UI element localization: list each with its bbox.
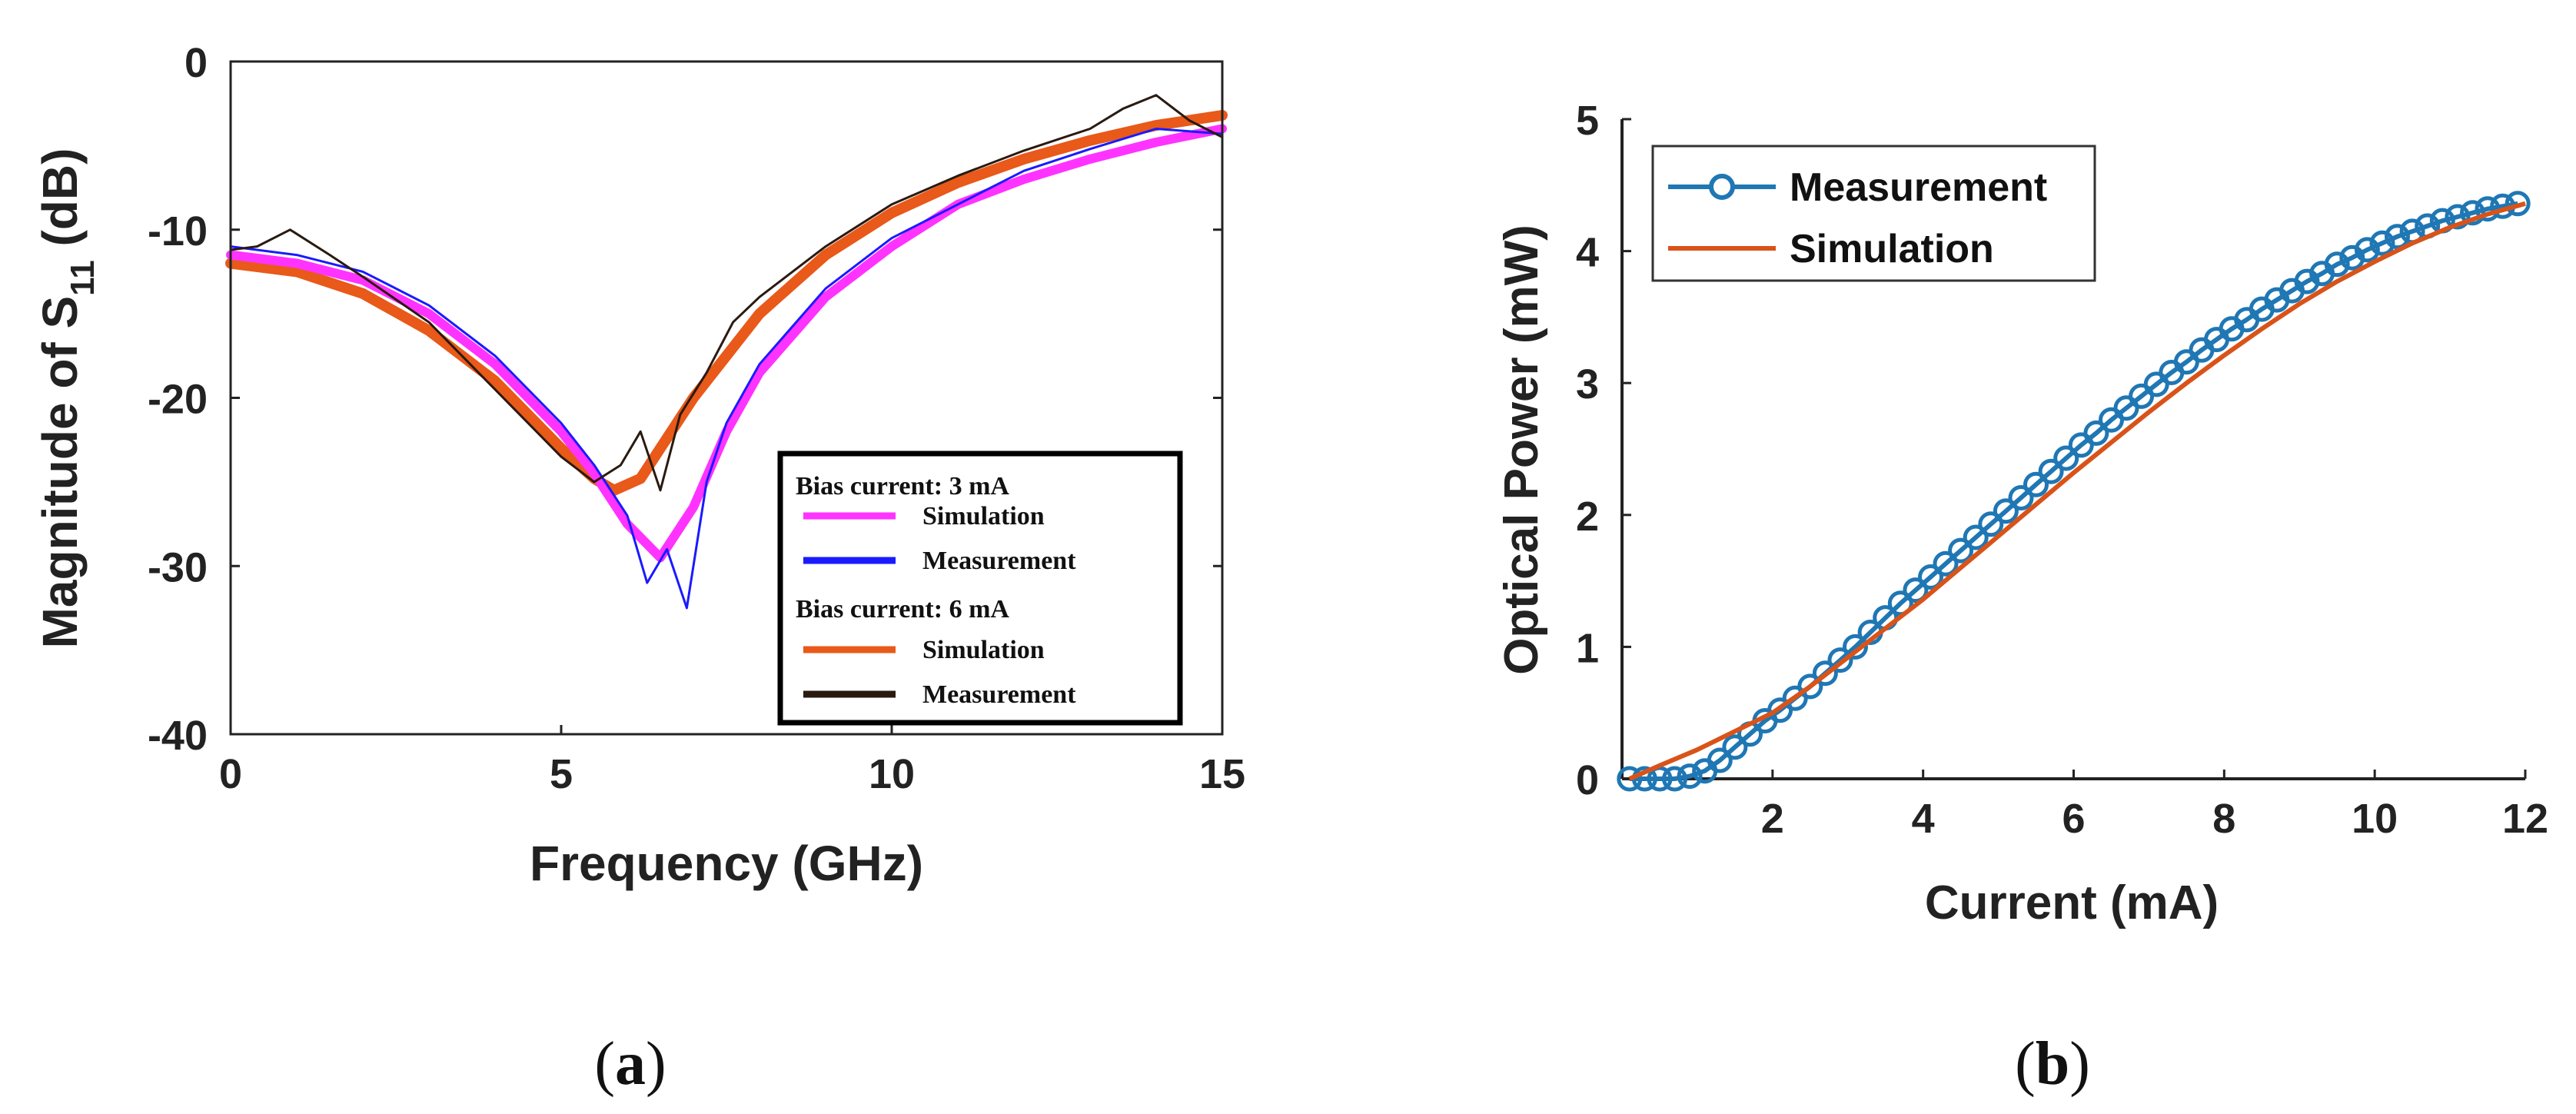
panel-b-measurement-point bbox=[1722, 734, 1748, 760]
panel-b-measurement-point bbox=[2008, 485, 2034, 510]
panel-a-ytick-label: -10 bbox=[148, 208, 208, 254]
panel-b-xtick-label: 10 bbox=[2352, 796, 2398, 842]
panel-b-measurement-point bbox=[1948, 537, 1974, 564]
panel-b-caption-letter: b bbox=[2036, 1030, 2070, 1098]
panel-b-measurement-point bbox=[1933, 550, 1959, 577]
panel-b-measurement-point bbox=[1978, 511, 2004, 537]
panel-b-measurement-point bbox=[1827, 647, 1853, 673]
legend-label-meas-6ma: Measurement bbox=[922, 680, 1076, 709]
panel-b-legend-box bbox=[1651, 145, 2096, 282]
panel-a-caption-close: ) bbox=[646, 1030, 666, 1098]
panel-b-legend: Measurement Simulation bbox=[1651, 145, 2096, 282]
panel-b-measurement-point bbox=[2023, 471, 2049, 497]
panel-b-xlabel: Current (mA) bbox=[1925, 876, 2219, 929]
panel-b-ytick-label: 5 bbox=[1576, 98, 1599, 144]
legend-marker-measurement-b bbox=[1709, 174, 1735, 200]
panel-b-ytick-label: 2 bbox=[1576, 494, 1599, 540]
panel-a-series-3 bbox=[229, 94, 1224, 492]
panel-b-xtick-label: 4 bbox=[1912, 796, 1935, 842]
panel-b-measurement-point bbox=[1662, 766, 1687, 792]
panel-b-measurement-point bbox=[1677, 763, 1703, 790]
panel-a-ytick-label: -20 bbox=[148, 377, 208, 423]
panel-b-xtick-label: 2 bbox=[1761, 796, 1784, 842]
legend-label-measurement-b: Measurement bbox=[1790, 165, 2047, 210]
panel-b-ytick-label: 3 bbox=[1576, 361, 1599, 407]
panel-b-caption-open: ( bbox=[2015, 1030, 2036, 1098]
panel-a-xtick-label: 10 bbox=[869, 751, 915, 797]
panel-a-caption: (a) bbox=[594, 1030, 666, 1098]
legend-label-sim-6ma: Simulation bbox=[922, 636, 1045, 664]
panel-b-measurement-point bbox=[2053, 445, 2079, 471]
panel-b-series-simulation-line bbox=[1628, 201, 2526, 781]
panel-b-measurement-point bbox=[1797, 673, 1823, 700]
panel-b-ytick-label: 0 bbox=[1576, 757, 1599, 803]
legend-label-meas-3ma: Measurement bbox=[922, 547, 1076, 575]
panel-b-ytick-label: 4 bbox=[1576, 230, 1599, 276]
panel-b-xtick-label: 6 bbox=[2062, 796, 2085, 842]
panel-b-measurement-point bbox=[1918, 564, 1943, 590]
panel-a: 0 5 10 15 0 -10 -20 -30 -40 Magnitude of S11 (dB… bbox=[32, 40, 1245, 1098]
panel-b-ytick-label: 1 bbox=[1576, 625, 1599, 671]
panel-b-series-measurement-line bbox=[1629, 201, 2518, 781]
legend-group1-title: Bias current: 3 mA bbox=[796, 472, 1009, 500]
panel-b-xtick-label: 8 bbox=[2212, 796, 2235, 842]
panel-a-axis-ticks: 0 5 10 15 0 -10 -20 -30 -40 bbox=[148, 40, 1245, 797]
panel-a-xtick-label: 0 bbox=[219, 751, 242, 797]
panel-a-xtick-label: 15 bbox=[1199, 751, 1245, 797]
panel-b-measurement-point bbox=[1843, 633, 1868, 660]
panel-b-measurement-point bbox=[2385, 224, 2410, 250]
panel-b-measurement-point bbox=[1993, 498, 2019, 524]
panel-b-ylabel: Optical Power (mW) bbox=[1495, 224, 1548, 675]
panel-b-measurement-point bbox=[2460, 200, 2485, 226]
panel-a-series-0 bbox=[226, 124, 1227, 563]
panel-b-measurement-point bbox=[2445, 204, 2471, 230]
panel-a-ytick-label: -30 bbox=[148, 544, 208, 590]
panel-a-legend: Bias current: 3 mA Simulation Measuremen… bbox=[777, 451, 1183, 726]
panel-b-measurement-point bbox=[2083, 420, 2109, 446]
panel-b-measurement-point bbox=[1963, 524, 1989, 550]
panel-b-caption-close: ) bbox=[2069, 1030, 2090, 1098]
panel-a-legend-box bbox=[777, 451, 1183, 726]
panel-b-measurement-point bbox=[1707, 747, 1733, 773]
panel-a-plot-frame bbox=[229, 60, 1224, 736]
panel-a-ylabel: Magnitude of S11 (dB) bbox=[32, 148, 101, 649]
panel-a-series-group bbox=[225, 94, 1228, 610]
legend-label-sim-3ma: Simulation bbox=[922, 502, 1045, 530]
panel-a-series-1 bbox=[229, 128, 1224, 610]
panel-b-series-group bbox=[1617, 191, 2531, 792]
panel-b-measurement-point bbox=[2324, 251, 2350, 278]
panel-b-measurement-point bbox=[2354, 237, 2380, 263]
legend-group2-title: Bias current: 6 mA bbox=[796, 595, 1009, 624]
panel-b-measurement-point bbox=[1617, 766, 1643, 792]
panel-a-ytick-label: -40 bbox=[148, 713, 208, 759]
panel-a-ytick-label: 0 bbox=[184, 40, 208, 86]
panel-a-caption-letter: a bbox=[615, 1030, 646, 1098]
legend-label-simulation-b: Simulation bbox=[1790, 227, 1994, 271]
panel-a-xtick-label: 5 bbox=[550, 751, 573, 797]
panel-b-caption: (b) bbox=[2015, 1030, 2090, 1098]
panel-b-measurement-point bbox=[2505, 191, 2531, 217]
panel-b-measurement-point bbox=[1812, 660, 1838, 687]
panel-a-caption-open: ( bbox=[594, 1030, 615, 1098]
panel-b-xtick-label: 12 bbox=[2502, 796, 2548, 842]
panel-b-measurement-point bbox=[2038, 458, 2064, 484]
panel-b-measurement-point bbox=[1903, 577, 1929, 604]
panel-b-measurement-point bbox=[2369, 230, 2395, 256]
panel-a-xlabel: Frequency (GHz) bbox=[530, 836, 923, 891]
